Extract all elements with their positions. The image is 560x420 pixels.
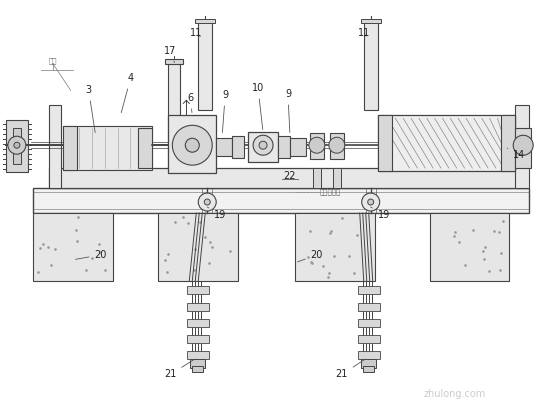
Bar xyxy=(330,133,344,159)
Bar xyxy=(363,367,374,373)
Bar xyxy=(187,319,209,327)
Bar xyxy=(165,58,183,65)
Bar xyxy=(216,138,232,156)
Circle shape xyxy=(204,199,210,205)
Text: 备注: 备注 xyxy=(49,57,57,64)
Bar xyxy=(358,286,380,294)
Text: 20: 20 xyxy=(76,250,107,260)
Bar xyxy=(364,21,377,110)
Text: 11: 11 xyxy=(190,28,202,37)
Bar xyxy=(515,128,531,168)
Bar xyxy=(358,335,380,343)
Text: 10: 10 xyxy=(252,84,264,129)
Bar xyxy=(295,213,375,281)
Bar xyxy=(515,105,529,188)
Bar xyxy=(187,286,209,294)
Bar xyxy=(187,351,209,359)
Bar xyxy=(63,126,152,170)
Bar xyxy=(187,335,209,343)
Circle shape xyxy=(362,193,380,211)
Bar xyxy=(138,128,152,168)
Circle shape xyxy=(14,142,20,148)
Circle shape xyxy=(8,136,26,154)
Bar xyxy=(158,213,238,281)
Bar xyxy=(361,18,381,23)
Bar xyxy=(358,303,380,311)
Bar xyxy=(248,132,278,162)
Circle shape xyxy=(368,199,374,205)
Bar xyxy=(63,126,77,170)
Bar xyxy=(361,359,376,368)
Text: 工作水位线: 工作水位线 xyxy=(320,189,341,195)
Bar xyxy=(232,136,244,158)
Text: 22: 22 xyxy=(284,171,296,181)
Circle shape xyxy=(259,141,267,149)
Text: 17: 17 xyxy=(164,45,176,63)
Bar xyxy=(6,120,28,172)
Text: 20: 20 xyxy=(297,250,323,262)
Circle shape xyxy=(253,135,273,155)
Bar xyxy=(377,116,515,171)
Circle shape xyxy=(329,137,345,153)
Bar xyxy=(195,18,215,23)
Bar xyxy=(33,213,113,281)
Bar xyxy=(13,128,21,164)
Bar xyxy=(169,63,180,168)
Text: 19: 19 xyxy=(207,207,226,220)
Bar xyxy=(333,168,341,188)
Circle shape xyxy=(185,138,199,152)
Text: 11: 11 xyxy=(358,28,370,37)
Bar xyxy=(33,188,529,213)
Bar xyxy=(49,105,60,188)
Circle shape xyxy=(198,193,216,211)
Text: 14: 14 xyxy=(507,148,525,160)
Text: zhulong.com: zhulong.com xyxy=(423,389,486,399)
Bar xyxy=(187,303,209,311)
Bar xyxy=(377,116,391,171)
Bar xyxy=(430,213,509,281)
Text: 21: 21 xyxy=(164,359,195,379)
Text: 9: 9 xyxy=(285,89,291,132)
Bar xyxy=(49,168,527,188)
Text: 21: 21 xyxy=(335,359,365,379)
Text: 19: 19 xyxy=(371,207,390,220)
Bar xyxy=(169,116,216,173)
Bar xyxy=(192,367,203,373)
Text: 3: 3 xyxy=(86,85,95,132)
Circle shape xyxy=(309,137,325,153)
Bar xyxy=(310,133,324,159)
Bar xyxy=(358,319,380,327)
Circle shape xyxy=(513,135,533,155)
Text: 9: 9 xyxy=(222,90,228,132)
Bar xyxy=(278,136,290,158)
Text: 6: 6 xyxy=(187,93,193,113)
Bar xyxy=(501,116,515,171)
Bar xyxy=(358,351,380,359)
Bar xyxy=(313,168,321,188)
Circle shape xyxy=(172,125,212,165)
Bar xyxy=(190,359,206,368)
Bar xyxy=(198,21,212,110)
Bar xyxy=(290,138,306,156)
Text: 4: 4 xyxy=(122,74,133,113)
